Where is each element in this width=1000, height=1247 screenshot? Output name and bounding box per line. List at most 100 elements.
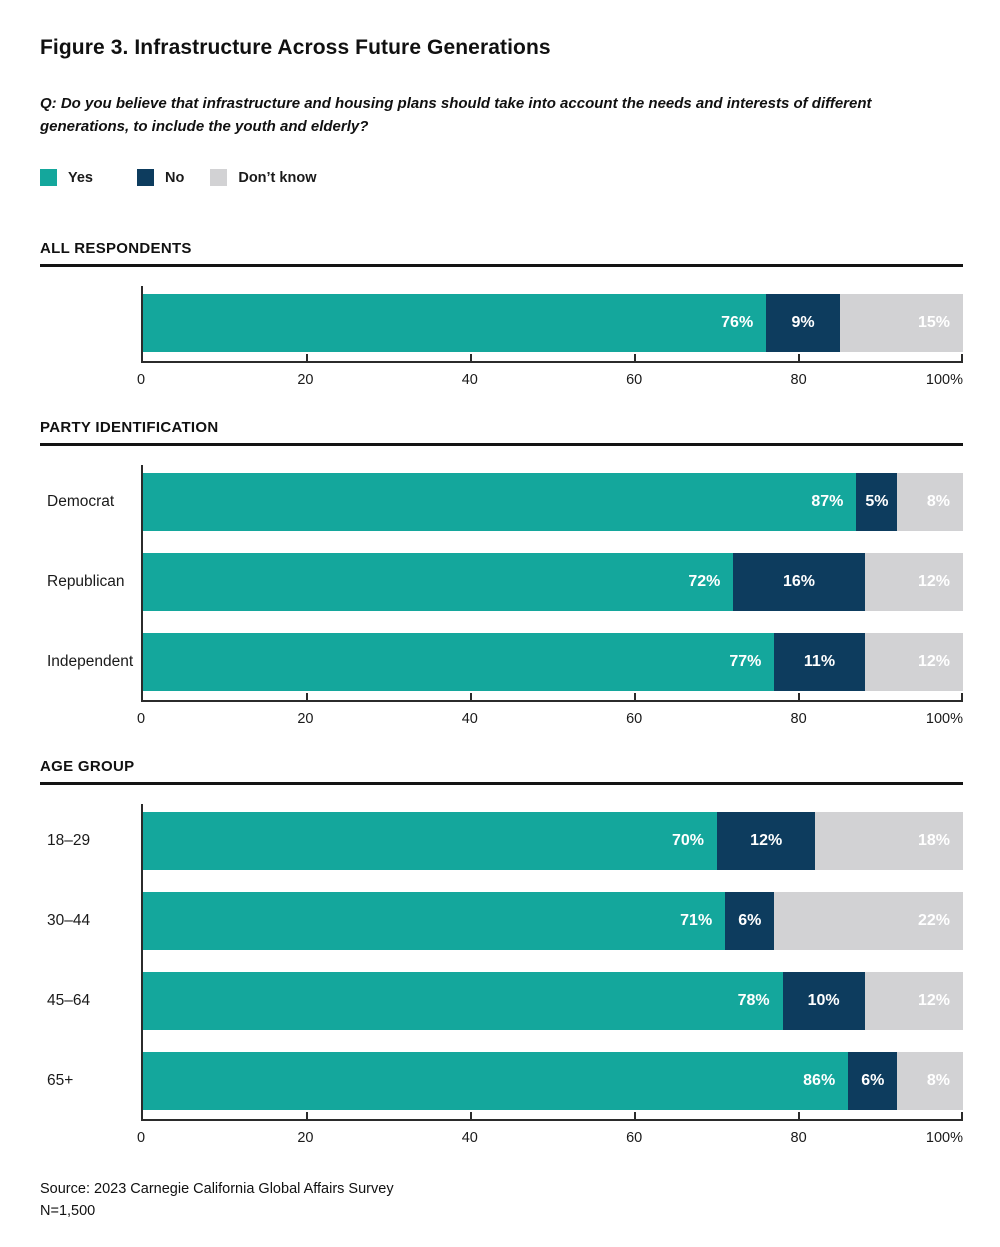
bar-segment-yes: 78%: [143, 972, 783, 1030]
axis-tick-label: 60: [626, 1130, 643, 1146]
section-heading: ALL RESPONDENTS: [40, 240, 963, 267]
category-label: 65+: [47, 1072, 74, 1089]
axis-tick: [306, 354, 308, 361]
legend-item-dont-know: Don’t know: [210, 169, 316, 186]
category-label: 45–64: [47, 992, 91, 1009]
source-note: Source: 2023 Carnegie California Global …: [40, 1178, 963, 1223]
segment-value-label: 9%: [791, 314, 815, 331]
bar-segment-yes: 86%: [143, 1052, 849, 1110]
survey-question: Q: Do you believe that infrastructure an…: [40, 95, 872, 135]
axis-tick-label: 100%: [925, 372, 963, 388]
axis-tick: [961, 693, 963, 700]
axis-tick-label: 60: [626, 372, 643, 388]
chart-section: ALL RESPONDENTS 76% 9% 15% 0 20 40 60 80 100%: [40, 240, 963, 390]
bar-segment-no: 6%: [725, 892, 775, 950]
bar-segment-yes: 87%: [143, 473, 857, 531]
axis-tick-label: 20: [297, 372, 314, 388]
bar-segment-dont-know: 8%: [897, 473, 963, 531]
segment-value-label: 70%: [671, 832, 704, 849]
bar-segment-no: 16%: [733, 553, 865, 611]
category-label: Republican: [47, 573, 125, 590]
axis-tick: [470, 1112, 472, 1119]
x-axis-labels: 0 20 40 60 80 100%: [137, 711, 963, 729]
segment-value-label: 76%: [721, 314, 754, 331]
section-heading: AGE GROUP: [40, 758, 963, 785]
axis-tick: [634, 693, 636, 700]
segment-value-label: 12%: [917, 573, 950, 590]
segment-value-label: 12%: [917, 653, 950, 670]
segment-value-label: 86%: [803, 1072, 836, 1089]
axis-tick: [961, 354, 963, 361]
segment-value-label: 8%: [926, 1072, 950, 1089]
segment-value-label: 12%: [917, 992, 950, 1009]
bar-segment-dont-know: 22%: [774, 892, 963, 950]
bar-segment-dont-know: 12%: [864, 633, 963, 691]
bar-segment-no: 12%: [717, 812, 816, 870]
axis-tick: [634, 1112, 636, 1119]
segment-value-label: 6%: [861, 1072, 885, 1089]
bar-row: Independent 77% 11% 12%: [47, 633, 963, 691]
category-label: Independent: [47, 653, 134, 670]
segment-value-label: 15%: [917, 314, 950, 331]
axis-tick-label: 60: [626, 711, 643, 727]
dont-know-color-swatch: [210, 169, 228, 186]
bar-segment-dont-know: 12%: [864, 972, 963, 1030]
segment-value-label: 77%: [729, 653, 762, 670]
bar-segment-dont-know: 18%: [815, 812, 963, 870]
bar-segment-no: 10%: [782, 972, 865, 1030]
segment-value-label: 22%: [917, 912, 950, 929]
charts-container: ALL RESPONDENTS 76% 9% 15% 0 20 40 60 80 100% PART…: [40, 240, 963, 1148]
axis-tick-label: 0: [136, 372, 146, 388]
bar-segment-no: 9%: [766, 294, 840, 352]
section-heading: PARTY IDENTIFICATION: [40, 419, 963, 446]
axis-tick: [798, 1112, 800, 1119]
chart-section: AGE GROUP 18–29 70% 12% 18% 30–44 71% 6% 22% 45–6…: [40, 758, 963, 1148]
stacked-bar-chart: 18–29 70% 12% 18% 30–44 71% 6% 22% 45–64 78% 10% 12…: [47, 804, 963, 1148]
no-color-swatch: [137, 169, 154, 186]
segment-value-label: 5%: [865, 493, 889, 510]
yes-color-swatch: [40, 169, 57, 186]
axis-tick: [798, 693, 800, 700]
bar-segment-yes: 70%: [143, 812, 717, 870]
axis-tick: [306, 693, 308, 700]
bar-row: 18–29 70% 12% 18%: [47, 812, 963, 870]
segment-value-label: 87%: [811, 493, 844, 510]
x-axis-labels: 0 20 40 60 80 100%: [137, 372, 963, 390]
bar-row: Republican 72% 16% 12%: [47, 553, 963, 611]
legend: Yes No Don’t know: [40, 169, 963, 186]
sample-size: N=1,500: [40, 1203, 96, 1220]
plot-area: Democrat 87% 5% 8% Republican 72% 16% 12% Indepe…: [47, 465, 963, 702]
category-label: 30–44: [47, 912, 91, 929]
bar-segment-yes: 76%: [143, 294, 767, 352]
bar-row: 45–64 78% 10% 12%: [47, 972, 963, 1030]
axis-tick-label: 0: [136, 1130, 146, 1146]
bar-row: 76% 9% 15%: [143, 294, 963, 352]
segment-value-label: 8%: [926, 493, 950, 510]
bar-row: Democrat 87% 5% 8%: [47, 473, 963, 531]
legend-item-yes: Yes: [40, 169, 93, 186]
axis-tick: [798, 354, 800, 361]
bar-segment-dont-know: 15%: [839, 294, 963, 352]
plot-area: 18–29 70% 12% 18% 30–44 71% 6% 22% 45–64 78% 10% 12…: [47, 804, 963, 1121]
axis-tick-label: 80: [790, 711, 807, 727]
bar-segment-yes: 72%: [143, 553, 734, 611]
legend-item-no: No: [137, 169, 184, 186]
axis-tick: [470, 693, 472, 700]
segment-value-label: 18%: [917, 832, 950, 849]
legend-label-yes: Yes: [68, 169, 93, 186]
bar-row: 65+ 86% 6% 8%: [47, 1052, 963, 1110]
axis-tick-label: 20: [297, 711, 314, 727]
figure-title: Figure 3. Infrastructure Across Future G…: [40, 36, 551, 59]
category-label: Democrat: [47, 493, 115, 510]
axis-tick-label: 100%: [925, 1130, 963, 1146]
axis-tick: [470, 354, 472, 361]
axis-tick-label: 20: [297, 1130, 314, 1146]
segment-value-label: 12%: [750, 832, 783, 849]
axis-tick-label: 40: [461, 1130, 478, 1146]
segment-value-label: 10%: [807, 992, 840, 1009]
category-label: 18–29: [47, 832, 91, 849]
axis-tick: [634, 354, 636, 361]
axis-tick-label: 0: [136, 711, 146, 727]
axis-tick: [961, 1112, 963, 1119]
